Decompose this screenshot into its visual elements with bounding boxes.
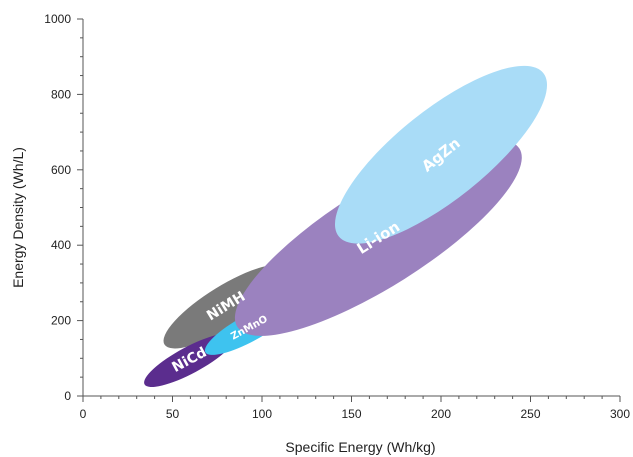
x-tick-label: 200 bbox=[431, 407, 451, 421]
data-regions bbox=[144, 65, 548, 387]
y-tick-label: 1000 bbox=[44, 12, 71, 26]
y-tick-label: 0 bbox=[64, 389, 71, 403]
x-tick-label: 50 bbox=[166, 407, 180, 421]
y-tick-label: 200 bbox=[51, 314, 71, 328]
x-tick-label: 100 bbox=[252, 407, 272, 421]
region-agzn bbox=[334, 65, 548, 244]
x-tick-label: 250 bbox=[520, 407, 540, 421]
y-tick-label: 600 bbox=[51, 163, 71, 177]
y-axis-title: Energy Density (Wh/L) bbox=[10, 147, 26, 288]
x-tick-label: 0 bbox=[80, 407, 87, 421]
x-axis-title: Specific Energy (Wh/kg) bbox=[285, 439, 435, 455]
x-tick-label: 150 bbox=[341, 407, 361, 421]
y-tick-label: 400 bbox=[51, 238, 71, 252]
y-tick-label: 800 bbox=[51, 87, 71, 101]
axes: 0 50 100 150 200 250 300 0 200 400 600 800 1000 bbox=[44, 12, 630, 421]
x-tick-label: 300 bbox=[610, 407, 630, 421]
